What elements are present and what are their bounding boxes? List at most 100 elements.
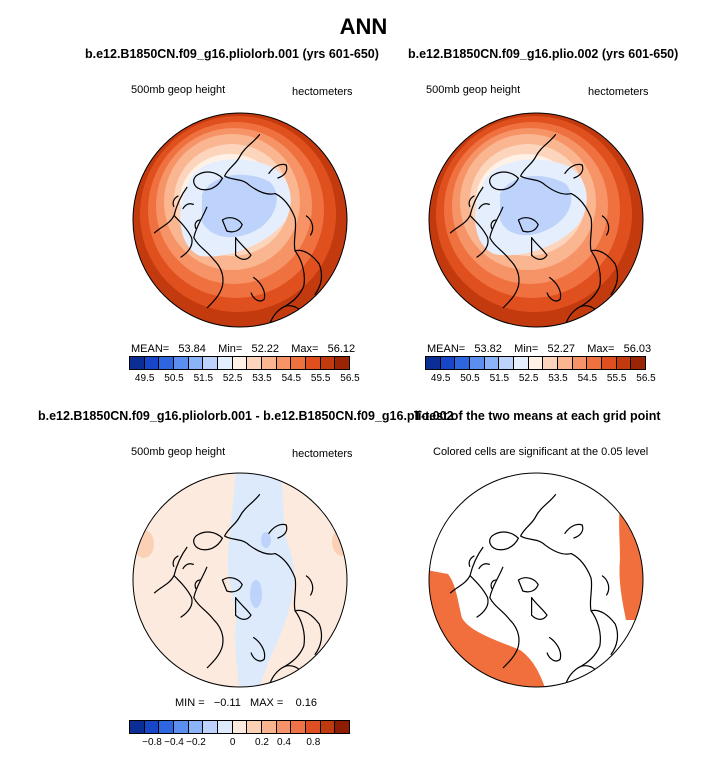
panel3-max-value: 0.16 xyxy=(295,697,318,709)
panel2-colorbar xyxy=(425,356,646,370)
panel3-colorbar-swatch xyxy=(187,720,204,734)
panel4-significance-note: Colored cells are significant at the 0.0… xyxy=(433,446,649,458)
panel2-colorbar-tick-label: 56.5 xyxy=(636,373,656,384)
panel3-map xyxy=(132,472,348,688)
panel1-title: b.e12.B1850CN.f09_g16.pliolorb.001 (yrs … xyxy=(85,47,379,61)
panel1-colorbar-swatch xyxy=(158,356,174,370)
panel3-min-value: −0.11 xyxy=(213,697,241,709)
panel1-colorbar-swatch xyxy=(187,356,204,370)
panel3-band-neg-0-2-to-neg-0-1-b xyxy=(261,532,271,548)
panel3-colorbar-swatch xyxy=(173,720,189,734)
panel3-min-label: MIN = xyxy=(175,697,205,709)
panel2-max-label: Max= xyxy=(587,343,615,355)
panel2-colorbar-tick-label: 51.5 xyxy=(489,373,510,384)
panel1-colorbar-tick-label: 51.5 xyxy=(193,373,214,384)
panel3-max-label: MAX = xyxy=(250,697,284,709)
panel2-min-label: Min= xyxy=(514,343,539,355)
panel3-variable-label: 500mb geop height xyxy=(131,446,226,458)
panel2-colorbar-swatch xyxy=(425,356,441,370)
panel1-min-value: 52.22 xyxy=(251,343,280,355)
panel2-colorbar-swatch xyxy=(439,356,456,370)
panel1-map xyxy=(132,112,348,328)
panel2-colorbar-tick-label: 52.5 xyxy=(518,373,539,384)
panel2-colorbar-tick-label: 55.5 xyxy=(606,373,627,384)
panel1-colorbar-tick-label: 55.5 xyxy=(310,373,331,384)
panel2-mean-value: 53.82 xyxy=(474,343,502,355)
panel3-colorbar-tick-label: 0.4 xyxy=(277,737,291,748)
panel3-band-0-1-to-0-2-a xyxy=(134,530,154,558)
panel4-map xyxy=(428,472,644,688)
panel2-colorbar-swatch xyxy=(586,356,602,370)
panel2-colorbar-swatch xyxy=(630,356,646,370)
panel2-title: b.e12.B1850CN.f09_g16.plio.002 (yrs 601-… xyxy=(408,47,679,61)
panel3-units-label: hectometers xyxy=(292,448,353,460)
panel1-max-value: 56.12 xyxy=(327,343,356,355)
panel1-colorbar-swatch xyxy=(231,356,248,370)
panel3-colorbar-swatch xyxy=(202,720,218,734)
panel1-mean-label: MEAN= xyxy=(131,343,170,355)
panel3-colorbar-swatch xyxy=(275,720,292,734)
panel3-colorbar-swatch xyxy=(217,720,233,734)
panel1-colorbar-swatch xyxy=(173,356,189,370)
panel3-colorbar xyxy=(129,720,350,734)
panel2-max-value: 56.03 xyxy=(623,343,652,355)
panel2-units-label: hectometers xyxy=(588,86,649,98)
panel1-colorbar-tick-label: 56.5 xyxy=(340,373,360,384)
panel3-colorbar-swatch xyxy=(261,720,277,734)
panel1-variable-label: 500mb geop height xyxy=(131,84,226,96)
panel3-colorbar-swatch xyxy=(129,720,145,734)
panel2-colorbar-swatch xyxy=(615,356,632,370)
panel3-colorbar-tick-label: 0.2 xyxy=(255,737,269,748)
panel1-colorbar-swatch xyxy=(275,356,292,370)
panel3-colorbar-tick-label: −0.2 xyxy=(186,737,206,748)
panel3-colorbar-swatch xyxy=(334,720,350,734)
panel1-colorbar-tick-label: 49.5 xyxy=(134,373,155,384)
panel1-colorbar-swatch xyxy=(319,356,336,370)
panel2-colorbar-swatch xyxy=(557,356,573,370)
panel1-min-label: Min= xyxy=(218,343,243,355)
panel1-colorbar-swatch xyxy=(202,356,218,370)
panel2-colorbar-ticks: 49.5 50.5 51.5 52.5 53.5 54.5 55.5 56.5 xyxy=(426,373,656,387)
panel1-colorbar-swatch xyxy=(217,356,233,370)
panel1-stats: MEAN= 53.84 Min= 52.22 Max= 56.12 xyxy=(131,343,355,355)
panel1-colorbar-swatch xyxy=(246,356,262,370)
panel2-colorbar-swatch xyxy=(498,356,514,370)
panel2-stats: MEAN= 53.82 Min= 52.27 Max= 56.03 xyxy=(427,343,651,355)
panel3-colorbar-swatch xyxy=(158,720,174,734)
panel1-colorbar-swatch xyxy=(334,356,350,370)
panel2-variable-label: 500mb geop height xyxy=(426,84,521,96)
panel2-colorbar-tick-label: 54.5 xyxy=(577,373,598,384)
panel3-colorbar-swatch xyxy=(305,720,321,734)
panel2-colorbar-tick-label: 49.5 xyxy=(430,373,451,384)
panel2-colorbar-swatch xyxy=(454,356,470,370)
panel2-colorbar-swatch xyxy=(527,356,544,370)
panel3-colorbar-tick-label: 0.8 xyxy=(306,737,321,748)
panel2-colorbar-swatch xyxy=(571,356,588,370)
panel1-colorbar-tick-label: 52.5 xyxy=(222,373,243,384)
panel3-colorbar-ticks: −0.8 −0.4 −0.2 0 0.2 0.4 0.8 xyxy=(130,737,350,751)
panel3-colorbar-swatch xyxy=(246,720,262,734)
panel3-colorbar-swatch xyxy=(290,720,306,734)
panel1-colorbar-swatch xyxy=(129,356,145,370)
panel1-units-label: hectometers xyxy=(292,86,353,98)
panel4-title: T-test of the two means at each grid poi… xyxy=(414,409,661,423)
figure-title: ANN xyxy=(339,14,388,39)
panel3-colorbar-tick-label: −0.4 xyxy=(164,737,184,748)
panel2-colorbar-tick-label: 50.5 xyxy=(460,373,480,384)
panel1-colorbar-swatch xyxy=(305,356,321,370)
panel1-mean-value: 53.84 xyxy=(178,343,206,355)
panel2-colorbar-swatch xyxy=(601,356,617,370)
panel2-map xyxy=(428,112,644,328)
panel3-band-neg-0-2-to-neg-0-1-a xyxy=(250,580,262,608)
panel3-title: b.e12.B1850CN.f09_g16.pliolorb.001 - b.e… xyxy=(38,409,454,423)
panel1-colorbar-ticks: 49.5 50.5 51.5 52.5 53.5 54.5 55.5 56.5 xyxy=(130,373,360,387)
panel1-colorbar-swatch xyxy=(143,356,160,370)
panel3-stats: MIN = −0.11 MAX = 0.16 xyxy=(175,697,317,709)
panel3-colorbar-swatch xyxy=(143,720,160,734)
panel1-colorbar-tick-label: 53.5 xyxy=(252,373,272,384)
panel1-colorbar-tick-label: 50.5 xyxy=(164,373,184,384)
panel3-colorbar-tick-label: −0.8 xyxy=(142,737,162,748)
panel2-min-value: 52.27 xyxy=(547,343,576,355)
panel3-colorbar-tick-label: 0 xyxy=(229,737,236,748)
panel1-max-label: Max= xyxy=(291,343,319,355)
